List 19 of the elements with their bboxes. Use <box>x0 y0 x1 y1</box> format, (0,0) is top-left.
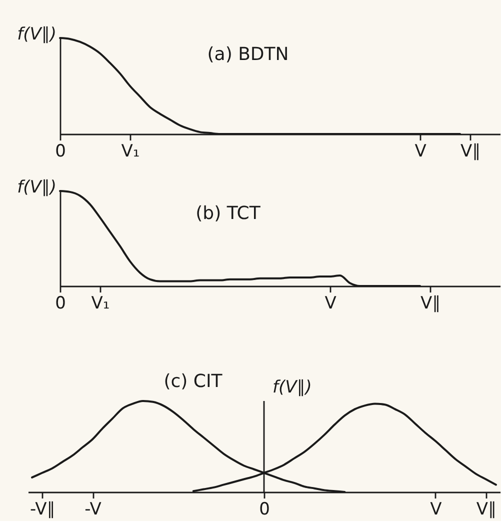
text: (b) TCT <box>196 203 262 224</box>
x-tick-label: V <box>430 500 442 520</box>
x-tick-label: V∥ <box>420 294 441 314</box>
x-tick-label: 0 <box>55 294 66 314</box>
x-tick-label: V∥ <box>460 142 481 162</box>
x-tick-label: 0 <box>55 142 66 162</box>
x-tick-label: V <box>414 142 427 162</box>
x-tick-label: 0 <box>259 500 270 520</box>
x-tick-label: V₁ <box>121 142 140 162</box>
y-axis-title: f(V∥) <box>272 378 312 398</box>
x-tick-label: V <box>324 294 337 314</box>
chart-title: (a) BDTN <box>207 44 289 65</box>
x-tick-label: -V∥ <box>30 500 56 520</box>
y-axis-title: f(V∥) <box>17 24 56 44</box>
y-axis-title: f(V∥) <box>17 178 56 198</box>
x-tick-label: -V <box>84 500 102 520</box>
x-tick-label: V₁ <box>91 294 110 314</box>
x-tick-label: V∥ <box>476 500 496 520</box>
chart-title: (c) CIT <box>164 371 224 392</box>
